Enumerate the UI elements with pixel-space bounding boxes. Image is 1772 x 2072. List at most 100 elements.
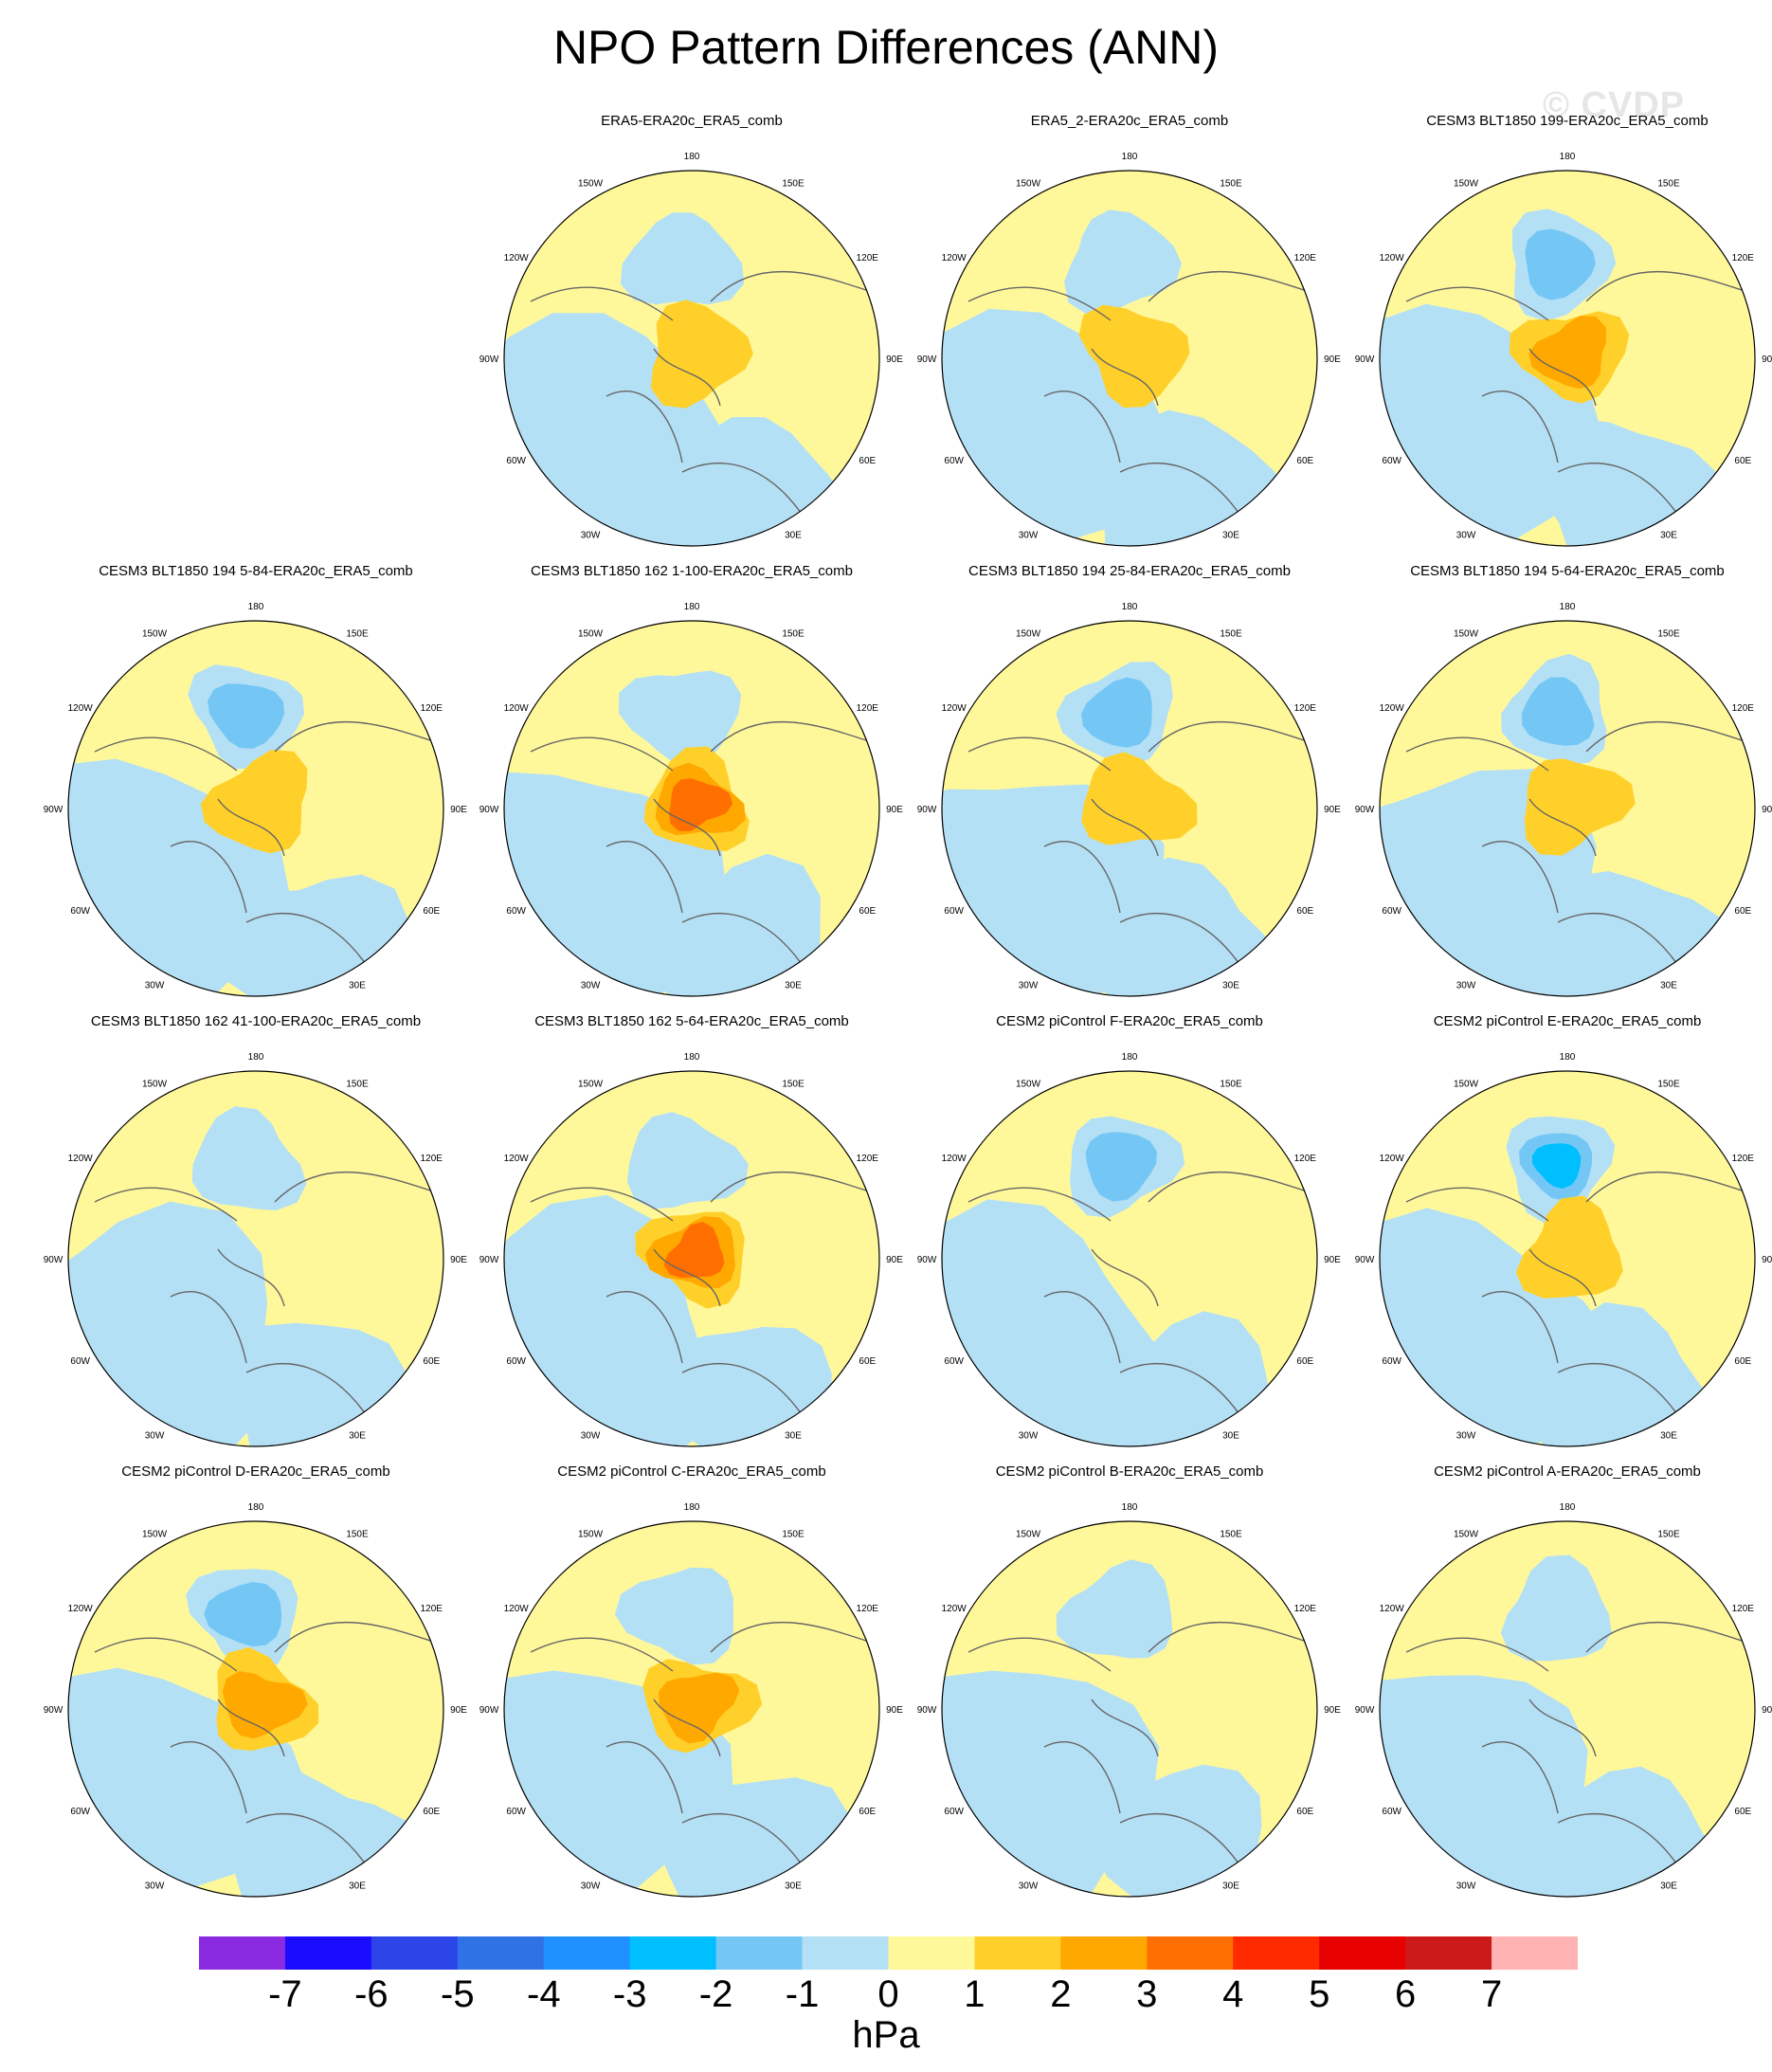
- longitude-label: 120W: [504, 703, 530, 714]
- coastline: [1528, 1699, 1597, 1757]
- map-panel: CESM2 piControl A-ERA20c_ERA5_comb 030E60…: [1349, 1463, 1772, 1908]
- longitude-label: 60W: [1382, 1807, 1401, 1817]
- longitude-label: 90W: [44, 805, 63, 815]
- colorbar-tick-label: -6: [354, 1973, 389, 2015]
- longitude-label: 90E: [1324, 1255, 1341, 1265]
- longitude-label: 180: [1122, 1052, 1138, 1063]
- longitude-label: 150E: [346, 1080, 369, 1090]
- polar-map: 030E60E90E120E150E180150W120W90W60W30W: [479, 152, 903, 547]
- coastline: [653, 348, 721, 407]
- map-panel: CESM2 piControl E-ERA20c_ERA5_comb030E60…: [1349, 1012, 1772, 1458]
- longitude-label: 180: [1560, 602, 1576, 612]
- coastline: [606, 1741, 683, 1814]
- coastline: [274, 1171, 437, 1203]
- longitude-label: 60W: [70, 906, 90, 917]
- longitude-label: 30W: [1019, 1881, 1039, 1891]
- coastline: [1557, 462, 1682, 520]
- field-negative-core: [204, 1582, 282, 1647]
- colorbar-swatch: [371, 1936, 459, 1970]
- longitude-label: 60E: [423, 1356, 440, 1367]
- longitude-label: 90E: [886, 805, 903, 815]
- longitude-label: 60W: [1382, 906, 1401, 917]
- longitude-label: 30E: [349, 1430, 366, 1441]
- panel-title: ERA5_2-ERA20c_ERA5_comb: [1030, 113, 1229, 129]
- coastline: [1585, 270, 1748, 302]
- panel-title: CESM3 BLT1850 162 1-100-ERA20c_ERA5_comb: [531, 563, 853, 579]
- colorbar-tick-label: 7: [1480, 1973, 1503, 2015]
- coastline: [967, 1637, 1112, 1672]
- longitude-label: 180: [684, 602, 700, 612]
- longitude-label: 60W: [1382, 456, 1401, 466]
- longitude-label: 30W: [1019, 1430, 1039, 1441]
- field-negative-center: [1501, 1554, 1612, 1662]
- longitude-label: 60W: [506, 456, 526, 466]
- longitude-label: 60E: [1734, 1807, 1751, 1817]
- longitude-label: 180: [684, 1052, 700, 1063]
- coastline: [245, 1362, 371, 1421]
- longitude-label: 60E: [1296, 1807, 1313, 1817]
- colorbar-tick-label: 4: [1222, 1973, 1244, 2015]
- longitude-label: 90E: [1762, 354, 1772, 365]
- longitude-label: 150W: [142, 1530, 168, 1540]
- longitude-label: 120W: [942, 703, 967, 714]
- field-negative-region: [226, 1322, 406, 1446]
- panel-title: CESM2 piControl A-ERA20c_ERA5_comb: [1434, 1463, 1701, 1480]
- coastline: [681, 462, 806, 520]
- polar-map: 030E60E90E120E150E180150W120W90W60W30W: [44, 602, 467, 997]
- longitude-label: 120E: [1294, 1154, 1317, 1164]
- longitude-label: 30E: [349, 1881, 366, 1891]
- longitude-label: 60E: [423, 1807, 440, 1817]
- longitude-label: 180: [248, 1052, 264, 1063]
- longitude-label: 90W: [44, 1255, 63, 1265]
- map-boundary: [503, 170, 880, 547]
- longitude-label: 30W: [1019, 980, 1039, 991]
- longitude-label: 90W: [917, 805, 937, 815]
- polar-map: 030E60E90E120E150E180150W120W90W60W30W: [1355, 1502, 1772, 1898]
- coastline: [1119, 912, 1244, 971]
- longitude-label: 150W: [1016, 629, 1041, 640]
- longitude-label: 120E: [421, 703, 443, 714]
- longitude-label: 90E: [1762, 805, 1772, 815]
- field-positive-core: [222, 1671, 308, 1739]
- longitude-label: 150W: [1454, 179, 1479, 190]
- longitude-label: 30E: [1222, 530, 1239, 540]
- longitude-label: 180: [1122, 152, 1138, 162]
- map-boundary: [941, 620, 1318, 997]
- coastline: [170, 1291, 247, 1364]
- coastline: [530, 736, 674, 772]
- longitude-label: 90W: [1355, 1255, 1375, 1265]
- colorbar-swatch: [715, 1936, 804, 1970]
- coastline: [1043, 1741, 1121, 1814]
- coastline: [1557, 912, 1682, 971]
- coastline: [94, 1637, 238, 1672]
- panel-title: ERA5-ERA20c_ERA5_comb: [601, 113, 783, 129]
- longitude-label: 90E: [886, 1705, 903, 1716]
- colorbar-swatch: [543, 1936, 631, 1970]
- longitude-label: 120E: [857, 253, 879, 264]
- longitude-label: 180: [1560, 1502, 1576, 1513]
- longitude-label: 60W: [944, 1356, 964, 1367]
- map-panel: CESM3 BLT1850 162 41-100-ERA20c_ERA5_com…: [38, 1012, 474, 1458]
- coastline: [1043, 391, 1121, 463]
- longitude-label: 60W: [70, 1356, 90, 1367]
- map-panel: ERA5_2-ERA20c_ERA5_comb030E60E90E120E150…: [912, 112, 1347, 557]
- coastline: [530, 1637, 674, 1672]
- coastline: [1528, 1248, 1597, 1307]
- coastline: [710, 270, 873, 302]
- longitude-label: 60E: [859, 1807, 876, 1817]
- field-negative-region: [942, 784, 1165, 996]
- longitude-label: 150W: [1454, 629, 1479, 640]
- panel-title: CESM3 BLT1850 194 5-84-ERA20c_ERA5_comb: [99, 563, 413, 579]
- longitude-label: 180: [684, 152, 700, 162]
- longitude-label: 30E: [785, 530, 802, 540]
- map-boundary: [941, 170, 1318, 547]
- coastline: [1557, 1812, 1682, 1871]
- map-boundary: [67, 1520, 444, 1898]
- longitude-label: 30W: [1019, 530, 1039, 540]
- map-panel: CESM3 BLT1850 162 5-64-ERA20c_ERA5_comb0…: [474, 1012, 910, 1458]
- longitude-label: 150E: [1657, 629, 1680, 640]
- coastline: [1119, 1362, 1244, 1421]
- coastline: [653, 1699, 721, 1757]
- longitude-label: 30W: [1456, 1430, 1476, 1441]
- longitude-label: 60W: [944, 456, 964, 466]
